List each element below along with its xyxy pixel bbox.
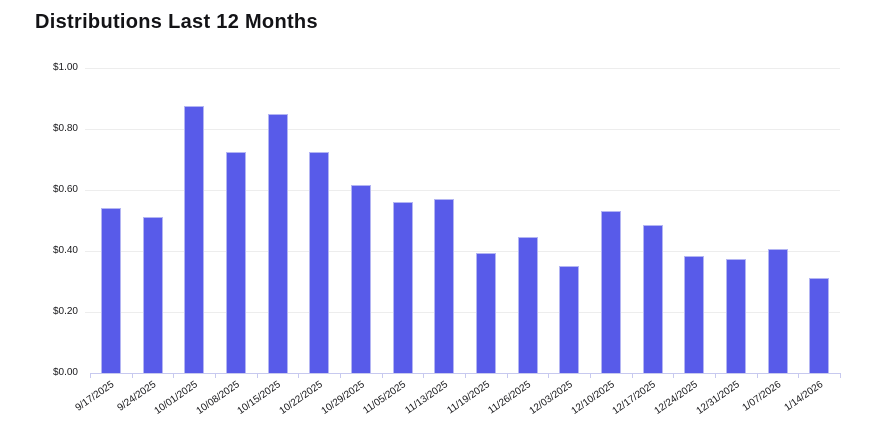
x-axis-tick xyxy=(506,373,508,378)
bar[interactable] xyxy=(809,278,830,373)
x-axis-tick xyxy=(631,373,633,378)
bar[interactable] xyxy=(184,106,205,373)
x-axis-tick xyxy=(548,373,550,378)
x-axis-label: 11/13/2025 xyxy=(403,379,450,417)
x-axis-tick xyxy=(340,373,341,378)
x-axis-label: 9/24/2025 xyxy=(115,379,159,414)
bar[interactable] xyxy=(309,151,330,373)
x-axis-label: 10/08/2025 xyxy=(194,379,242,417)
bar[interactable] xyxy=(725,258,746,373)
x-axis-tick xyxy=(256,373,258,378)
x-axis-label: 10/29/2025 xyxy=(319,379,367,417)
x-axis-tick xyxy=(840,373,841,378)
x-axis-tick xyxy=(590,373,591,378)
x-axis-tick xyxy=(756,373,758,378)
plot-area: $0.00 $0.20 $0.40 $0.60 $0.80 $1.00 9/17/2025 9… xyxy=(53,63,841,417)
x-axis-label: 10/15/2025 xyxy=(235,379,284,417)
x-axis-tick xyxy=(298,373,300,378)
bar[interactable] xyxy=(434,199,455,373)
x-axis-tick xyxy=(90,373,91,378)
y-axis-label: $0.60 xyxy=(52,184,78,195)
x-axis-label: 11/19/2025 xyxy=(444,379,492,417)
y-axis-label: $0.80 xyxy=(52,123,78,134)
x-axis-label: 12/24/2025 xyxy=(652,379,700,417)
bar[interactable] xyxy=(142,217,163,373)
x-axis-tick xyxy=(715,373,716,378)
x-axis-tick xyxy=(215,373,216,378)
chart-title: Distributions Last 12 Months xyxy=(35,11,318,33)
x-axis-label: 10/22/2025 xyxy=(277,379,325,417)
bar[interactable] xyxy=(225,151,246,373)
x-axis-label: 1/14/2026 xyxy=(782,379,825,414)
x-axis-label: 11/26/2025 xyxy=(486,379,534,417)
gridline xyxy=(85,312,840,313)
bar[interactable] xyxy=(684,255,705,373)
bar[interactable] xyxy=(767,249,788,373)
x-axis-label: 12/10/2025 xyxy=(569,379,617,417)
bar[interactable] xyxy=(559,266,580,373)
x-axis-tick xyxy=(381,373,383,378)
bar[interactable] xyxy=(475,252,496,373)
x-axis-label: 9/17/2025 xyxy=(73,379,117,414)
gridline xyxy=(85,68,840,69)
gridline xyxy=(85,251,840,252)
x-axis-label: 11/05/2025 xyxy=(361,379,409,417)
y-axis-label: $0.20 xyxy=(52,306,78,317)
y-axis-label: $0.40 xyxy=(52,245,78,256)
bar[interactable] xyxy=(267,113,288,373)
bar[interactable] xyxy=(642,225,663,373)
bar[interactable] xyxy=(392,202,413,373)
x-axis-label: 12/17/2025 xyxy=(610,379,659,417)
x-axis-tick xyxy=(465,373,466,378)
x-axis-label: 10/01/2025 xyxy=(152,379,200,417)
x-axis-label: 1/07/2026 xyxy=(740,379,784,414)
gridline xyxy=(85,190,840,191)
y-axis-label: $1.00 xyxy=(52,62,78,73)
x-axis-tick xyxy=(173,373,175,378)
y-axis-label: $0.00 xyxy=(52,367,78,378)
x-axis-label: 12/03/2025 xyxy=(527,379,575,417)
bar[interactable] xyxy=(350,185,371,373)
x-axis-label: 12/31/2025 xyxy=(694,379,742,417)
x-axis-tick xyxy=(798,373,800,378)
x-axis-tick xyxy=(673,373,675,378)
bar[interactable] xyxy=(100,208,121,373)
gridline xyxy=(85,129,840,130)
x-axis-tick xyxy=(131,373,133,378)
x-axis-tick xyxy=(423,373,425,378)
bar[interactable] xyxy=(517,237,538,373)
bar[interactable] xyxy=(600,211,621,373)
